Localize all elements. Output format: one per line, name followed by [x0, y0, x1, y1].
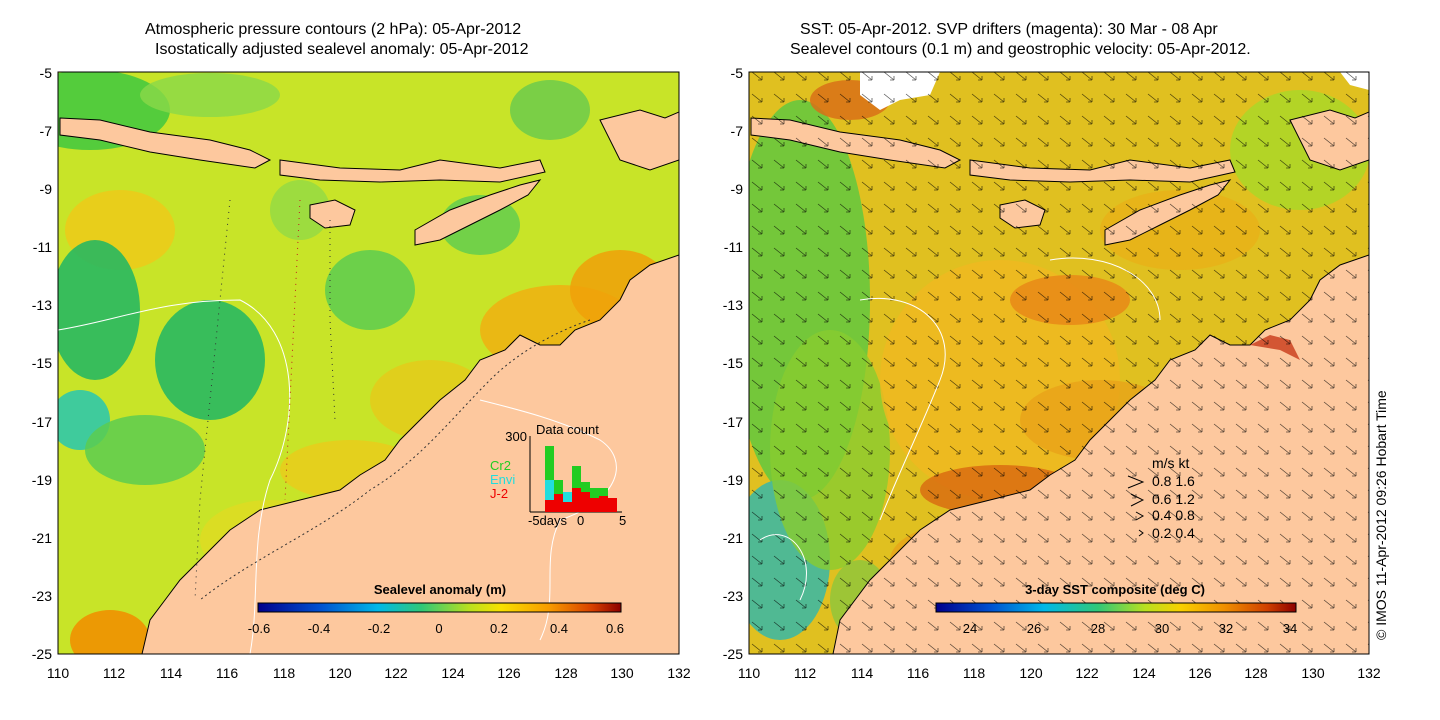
lon-tick: 128 — [1244, 665, 1268, 681]
lon-tick: 122 — [384, 665, 408, 681]
lon-tick: 126 — [497, 665, 521, 681]
lat-tick: -21 — [723, 530, 743, 546]
left-colorbar-ticks: -0.6 -0.4 -0.2 0 0.2 0.4 0.6 — [248, 621, 624, 636]
data-count-xlabel: -5days — [528, 513, 568, 528]
right-cbar-tick: 32 — [1219, 621, 1233, 636]
lat-tick: -15 — [723, 355, 743, 371]
lon-tick: 130 — [610, 665, 634, 681]
velocity-legend-row: 0.8 1.6 — [1152, 473, 1195, 489]
lat-tick: -25 — [723, 646, 743, 662]
data-count-title: Data count — [536, 422, 599, 437]
lat-tick: -21 — [32, 530, 52, 546]
lat-tick: -5 — [731, 65, 744, 81]
right-map-panel: m/s kt 0.8 1.6 0.6 1.2 0.4 0.8 0.2 0.4 3… — [723, 65, 1381, 681]
credit-text: © IMOS 11-Apr-2012 09:26 Hobart Time — [1373, 390, 1389, 640]
lat-tick: -25 — [32, 646, 52, 662]
velocity-legend-row: 0.6 1.2 — [1152, 491, 1195, 507]
right-lat-ticks: -5 -7 -9 -11 -13 -15 -17 -19 -21 -23 -25 — [723, 65, 743, 662]
lon-tick: 112 — [103, 665, 126, 681]
velocity-arrow-icon — [1138, 529, 1144, 537]
legend-j2: J-2 — [490, 486, 508, 501]
lon-tick: 124 — [441, 665, 465, 681]
right-colorbar-ticks: 24 26 28 30 32 34 — [963, 621, 1297, 636]
lat-tick: -11 — [33, 239, 52, 255]
right-cbar-tick: 30 — [1155, 621, 1169, 636]
left-cbar-tick: -0.2 — [368, 621, 390, 636]
right-title-line2: Sealevel contours (0.1 m) and geostrophi… — [790, 41, 1251, 58]
lon-tick: 120 — [1019, 665, 1043, 681]
data-count-xmid: 0 — [577, 513, 584, 528]
lon-tick: 114 — [160, 665, 183, 681]
left-cbar-tick: -0.6 — [248, 621, 270, 636]
lat-tick: -13 — [723, 297, 743, 313]
lat-tick: -7 — [731, 123, 744, 139]
lon-tick: 110 — [738, 665, 761, 681]
velocity-legend-row: 0.4 0.8 — [1152, 507, 1195, 523]
velocity-legend-row: 0.2 0.4 — [1152, 525, 1195, 541]
legend-cr2: Cr2 — [490, 458, 511, 473]
data-count-ymax: 300 — [505, 429, 527, 444]
left-lat-ticks: -5 -7 -9 -11 -13 -15 -17 -19 -21 -23 -25 — [32, 65, 52, 662]
velocity-arrow-icon — [1135, 511, 1145, 521]
lon-tick: 122 — [1075, 665, 1099, 681]
velocity-legend-header: m/s kt — [1152, 455, 1189, 471]
lon-tick: 118 — [273, 665, 296, 681]
lon-tick: 112 — [794, 665, 817, 681]
lat-tick: -17 — [32, 414, 52, 430]
lat-tick: -5 — [40, 65, 53, 81]
lon-tick: 116 — [216, 665, 239, 681]
right-cbar-tick: 24 — [963, 621, 977, 636]
left-title-line1: Atmospheric pressure contours (2 hPa): 0… — [145, 21, 522, 38]
lon-tick: 118 — [963, 665, 986, 681]
lat-tick: -11 — [724, 239, 743, 255]
lat-tick: -9 — [40, 181, 53, 197]
lat-tick: -19 — [723, 472, 743, 488]
left-cbar-tick: 0 — [435, 621, 442, 636]
right-cbar-tick: 26 — [1027, 621, 1041, 636]
data-count-inset: 300 Data count -5days 0 5 Cr2 Envi J-2 — [490, 422, 626, 528]
lat-tick: -7 — [40, 123, 53, 139]
lat-tick: -15 — [32, 355, 52, 371]
lat-tick: -23 — [32, 588, 52, 604]
legend-envi: Envi — [490, 472, 515, 487]
lat-tick: -13 — [32, 297, 52, 313]
left-cbar-tick: 0.4 — [550, 621, 568, 636]
lon-tick: 132 — [667, 665, 691, 681]
right-sst-field — [749, 72, 1369, 654]
right-colorbar-label: 3-day SST composite (deg C) — [1025, 582, 1205, 597]
lat-tick: -9 — [731, 181, 744, 197]
left-cbar-tick: 0.6 — [606, 621, 624, 636]
left-lon-ticks: 110 112 114 116 118 120 122 124 126 128 … — [47, 665, 691, 681]
lon-tick: 114 — [851, 665, 874, 681]
right-cbar-tick: 34 — [1283, 621, 1297, 636]
lon-tick: 120 — [328, 665, 352, 681]
lat-tick: -23 — [723, 588, 743, 604]
lon-tick: 128 — [554, 665, 578, 681]
lon-tick: 132 — [1357, 665, 1381, 681]
left-cbar-tick: 0.2 — [490, 621, 508, 636]
lat-tick: -19 — [32, 472, 52, 488]
right-title-line1: SST: 05-Apr-2012. SVP drifters (magenta)… — [800, 21, 1218, 38]
left-sla-field — [58, 72, 679, 654]
left-colorbar — [257, 602, 622, 613]
left-map-panel: 300 Data count -5days 0 5 Cr2 Envi J-2 S… — [32, 65, 691, 681]
left-colorbar-label: Sealevel anomaly (m) — [374, 582, 506, 597]
lon-tick: 110 — [47, 665, 70, 681]
data-count-xend: 5 — [619, 513, 626, 528]
left-title-line2: Isostatically adjusted sealevel anomaly:… — [155, 41, 529, 58]
velocity-legend: m/s kt 0.8 1.6 0.6 1.2 0.4 0.8 0.2 0.4 — [1127, 455, 1195, 541]
left-cbar-tick: -0.4 — [308, 621, 330, 636]
right-colorbar — [935, 602, 1297, 613]
lon-tick: 126 — [1188, 665, 1212, 681]
lon-tick: 116 — [907, 665, 930, 681]
lat-tick: -17 — [723, 414, 743, 430]
lon-tick: 130 — [1301, 665, 1325, 681]
velocity-arrow-icon — [1130, 493, 1145, 507]
right-lon-ticks: 110 112 114 116 118 120 122 124 126 128 … — [738, 665, 1381, 681]
lon-tick: 124 — [1132, 665, 1156, 681]
velocity-arrow-icon — [1127, 475, 1145, 489]
right-cbar-tick: 28 — [1091, 621, 1105, 636]
